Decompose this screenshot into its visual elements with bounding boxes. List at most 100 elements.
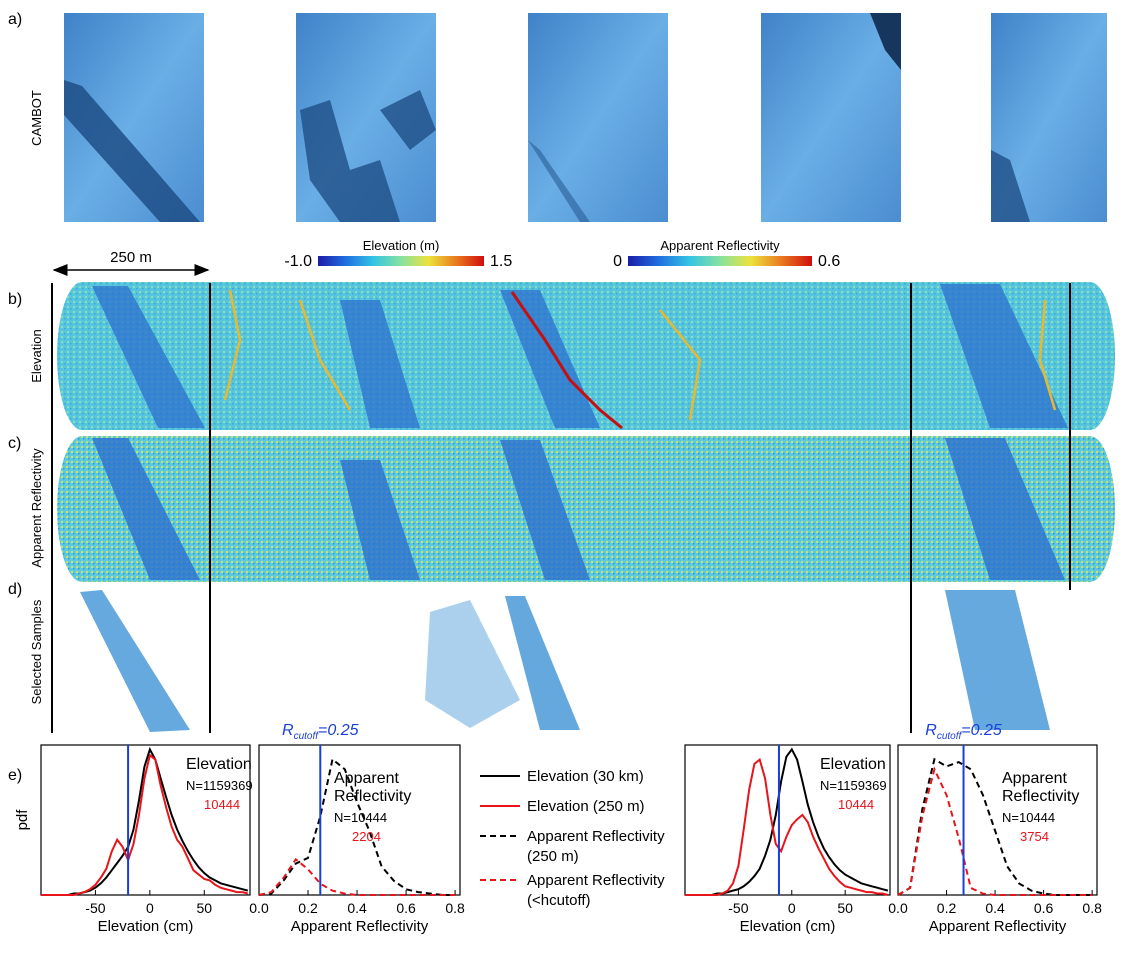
annotation: Elevation — [186, 756, 252, 773]
series-line — [897, 757, 1093, 896]
annotation: Apparent Reflectivity — [1002, 770, 1080, 805]
colorbar-title: Apparent Reflectivity — [660, 238, 780, 253]
sample-region — [945, 590, 1050, 730]
cutoff-label-part: R — [282, 722, 294, 739]
sample-region — [505, 596, 580, 730]
annotation: 2204 — [352, 829, 381, 844]
swath-feature — [92, 438, 1065, 580]
annotation: Elevation — [820, 756, 886, 773]
annotation: N=1159369 — [186, 778, 253, 793]
plot-frame — [40, 744, 251, 896]
annotation: 10444 — [838, 797, 875, 812]
panel-label: e) — [8, 767, 22, 784]
legend-label: Apparent Reflectivity (<hcutoff) — [527, 872, 665, 909]
x-tick-label: 0 — [788, 900, 796, 916]
x-tick-label: 0.8 — [445, 900, 465, 916]
series-line — [258, 857, 456, 896]
row-labels: CAMBOT Elevation Apparent Reflectivity S… — [29, 90, 44, 704]
annotation: 10444 — [204, 797, 241, 812]
cutoff-label-sub: cutoff — [294, 731, 320, 742]
colorbar — [318, 256, 484, 266]
legend-label: Apparent Reflectivity (250 m) — [527, 828, 665, 865]
swath — [57, 436, 1115, 582]
series-line — [41, 753, 249, 896]
cutoff-label: Rcutoff=0.25 — [925, 722, 1002, 742]
colorbar-tick-label: -1.0 — [284, 253, 312, 270]
plot-frame — [897, 744, 1098, 896]
scale-label: 250 m — [110, 249, 152, 266]
x-tick-label: 0 — [146, 900, 154, 916]
x-tick-label: 0.8 — [1082, 900, 1102, 916]
cutoff-label: Rcutoff=0.25 — [282, 722, 359, 742]
legend-label: Elevation (250 m) — [527, 798, 645, 815]
elevation-swath — [57, 282, 1115, 430]
plot-frame — [684, 744, 891, 896]
x-tick-label: -50 — [728, 900, 748, 916]
colorbar-tick-label: 1.5 — [490, 253, 512, 270]
annotation: N=10444 — [334, 810, 388, 825]
x-tick-label: 0.4 — [347, 900, 367, 916]
panel-labels: a) b) c) d) e) — [8, 11, 22, 784]
series-line — [897, 766, 1093, 896]
panel-label: c) — [8, 435, 21, 452]
sample-region — [425, 600, 520, 728]
photo-feature — [528, 140, 590, 222]
colorbar — [628, 256, 812, 266]
photo — [761, 13, 901, 222]
reflectivity-swath — [57, 436, 1115, 582]
x-tick-label: 50 — [196, 900, 212, 916]
annotation: N=10444 — [1002, 810, 1056, 825]
x-tick-label: 0.0 — [888, 900, 908, 916]
series-line — [258, 757, 456, 896]
swath-feature — [92, 284, 1068, 428]
photo-feature — [870, 13, 901, 70]
x-axis-label: Elevation (cm) — [98, 918, 194, 935]
x-tick-label: -50 — [85, 900, 105, 916]
row-label: Selected Samples — [29, 599, 44, 704]
x-tick-label: 50 — [837, 900, 853, 916]
x-tick-label: 0.2 — [298, 900, 318, 916]
annotation: Apparent Reflectivity — [334, 770, 412, 805]
photos — [64, 13, 1107, 222]
x-tick-label: 0.2 — [937, 900, 957, 916]
annotation: 3754 — [1020, 829, 1049, 844]
photo-feature — [991, 150, 1030, 222]
legend-label: Elevation (30 km) — [527, 768, 644, 785]
photo-feature — [300, 90, 436, 222]
swath — [57, 282, 1115, 430]
annotation: N=1159369 — [820, 778, 887, 793]
row-label: Elevation — [29, 329, 44, 382]
x-tick-label: 0.6 — [1034, 900, 1054, 916]
row-label: Apparent Reflectivity — [29, 448, 44, 568]
colorbar-title: Elevation (m) — [363, 238, 440, 253]
sample-region — [80, 590, 190, 732]
colorbar-tick-label: 0.6 — [818, 253, 840, 270]
panel-label: a) — [8, 11, 22, 28]
photo-feature — [64, 80, 200, 222]
x-tick-label: 0.4 — [985, 900, 1005, 916]
cutoff-label-part: =0.25 — [318, 722, 359, 739]
swath-feature — [223, 289, 1057, 421]
plot-frame — [258, 744, 461, 896]
x-axis-label: Apparent Reflectivity — [929, 918, 1067, 935]
swath-feature — [510, 291, 623, 430]
x-axis-label: Apparent Reflectivity — [291, 918, 429, 935]
panel-label: d) — [8, 581, 22, 598]
cutoff-label-part: R — [925, 722, 937, 739]
colorbar-tick-label: 0 — [613, 253, 622, 270]
series-line — [685, 757, 889, 896]
photo — [528, 13, 668, 222]
cutoff-label-part: =0.25 — [961, 722, 1002, 739]
x-axis-label: Elevation (cm) — [740, 918, 836, 935]
x-tick-label: 0.0 — [249, 900, 269, 916]
selected-samples — [80, 590, 1050, 732]
row-label: CAMBOT — [29, 90, 44, 146]
x-tick-label: 0.6 — [396, 900, 416, 916]
y-axis-label: pdf — [14, 809, 31, 831]
panel-label: b) — [8, 291, 22, 308]
cutoff-label-sub: cutoff — [937, 731, 963, 742]
section-lines — [51, 283, 1071, 733]
